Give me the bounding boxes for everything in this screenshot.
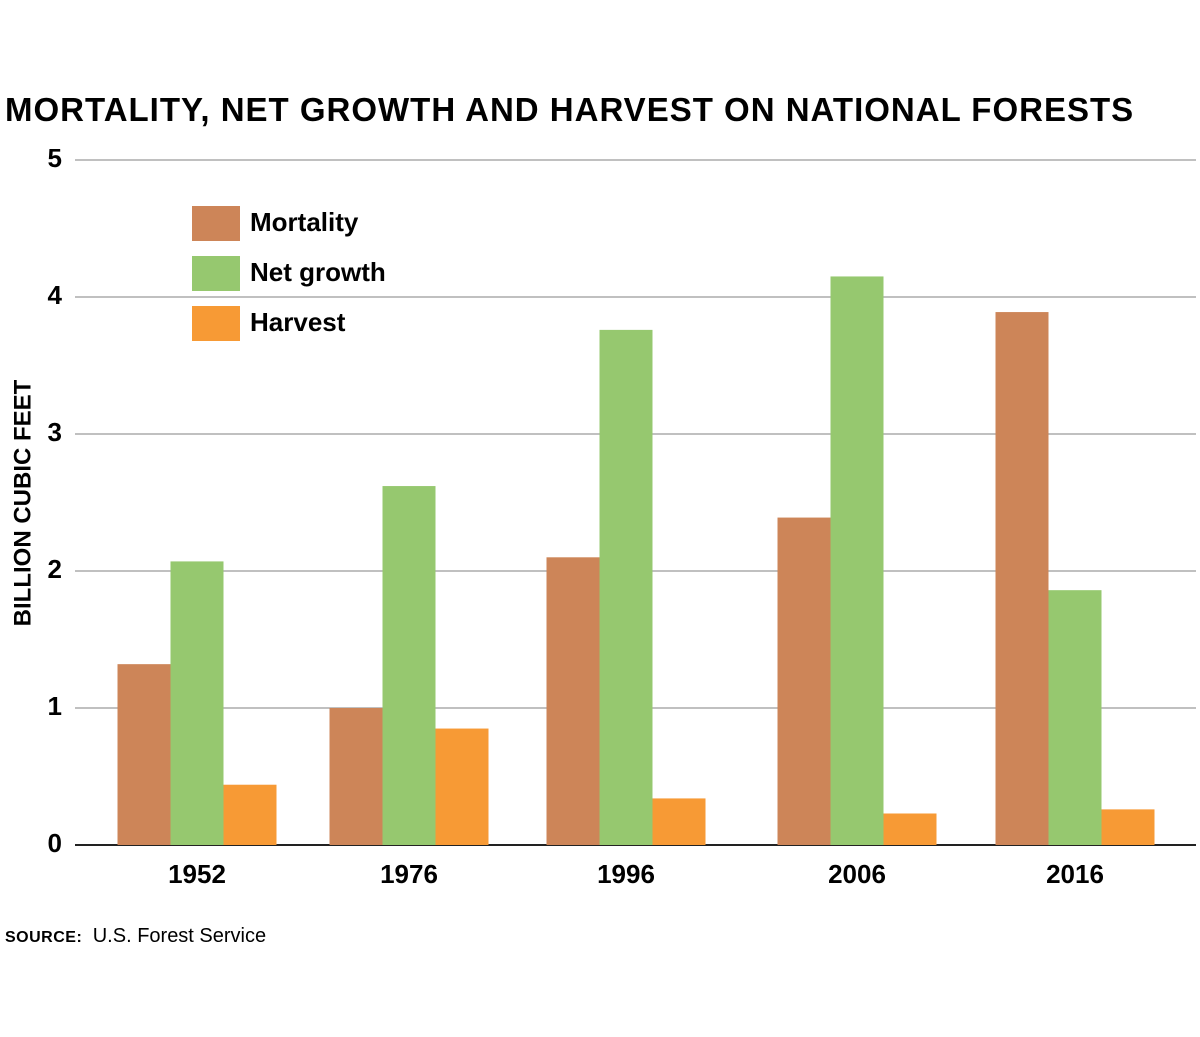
bar-harvest-2006 xyxy=(883,813,937,845)
legend-label-harvest: Harvest xyxy=(250,307,346,337)
bar-mortality-1952 xyxy=(117,664,171,845)
bar-mortality-1996 xyxy=(546,557,600,845)
source-label: SOURCE: xyxy=(5,929,82,946)
x-tick-label: 1952 xyxy=(168,859,226,889)
chart-title: MORTALITY, NET GROWTH AND HARVEST ON NAT… xyxy=(5,91,1134,128)
x-tick-label: 2006 xyxy=(828,859,886,889)
bar-net-growth-1996 xyxy=(599,329,653,845)
x-tick-label: 2016 xyxy=(1046,859,1104,889)
y-tick-label: 3 xyxy=(48,417,62,447)
bar-harvest-1996 xyxy=(652,798,706,845)
bar-net-growth-1952 xyxy=(170,561,224,845)
x-tick-label: 1996 xyxy=(597,859,655,889)
y-axis-ticks: 0 1 2 3 4 5 xyxy=(48,143,63,858)
legend-swatch-harvest xyxy=(192,306,240,341)
y-tick-label: 1 xyxy=(48,691,62,721)
bar-harvest-1976 xyxy=(435,728,489,845)
legend-label-net-growth: Net growth xyxy=(250,257,386,287)
legend-label-mortality: Mortality xyxy=(250,207,359,237)
bar-harvest-2016 xyxy=(1101,809,1155,845)
y-axis-label: BILLION CUBIC FEET xyxy=(9,379,36,626)
legend-swatch-net-growth xyxy=(192,256,240,291)
source-text: U.S. Forest Service xyxy=(93,925,266,947)
bar-net-growth-2016 xyxy=(1048,590,1102,845)
x-tick-label: 1976 xyxy=(380,859,438,889)
bar-mortality-2006 xyxy=(777,517,831,845)
y-tick-label: 4 xyxy=(48,280,63,310)
bar-mortality-2016 xyxy=(995,312,1049,845)
y-tick-label: 2 xyxy=(48,554,62,584)
bar-net-growth-1976 xyxy=(382,486,436,845)
legend-swatch-mortality xyxy=(192,206,240,241)
source-line: SOURCE: U.S. Forest Service xyxy=(5,925,266,947)
bars xyxy=(117,276,1155,845)
bar-net-growth-2006 xyxy=(830,276,884,845)
bar-harvest-1952 xyxy=(223,784,277,845)
y-tick-label: 0 xyxy=(48,828,62,858)
legend: Mortality Net growth Harvest xyxy=(192,206,386,341)
bar-mortality-1976 xyxy=(329,708,383,845)
x-axis-ticks: 1952 1976 1996 2006 2016 xyxy=(168,859,1104,889)
y-tick-label: 5 xyxy=(48,143,62,173)
